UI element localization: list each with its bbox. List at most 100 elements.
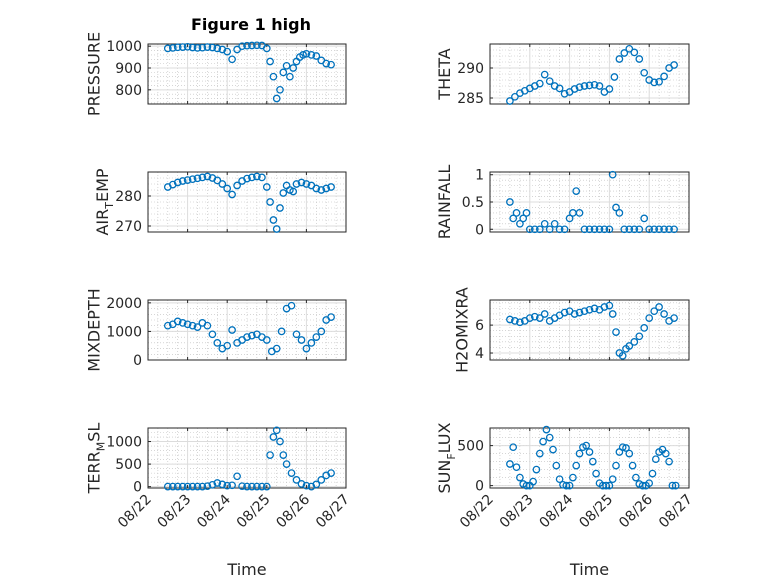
figure-title: Figure 1 high	[191, 15, 311, 34]
data-point	[555, 475, 564, 484]
data-point	[565, 214, 574, 223]
data-point	[168, 482, 177, 491]
y-tick-label: 1000	[106, 39, 142, 55]
x-tick-label: 08/26	[273, 491, 313, 531]
data-point	[218, 480, 227, 489]
y-axis-label: AIRTEMP	[93, 168, 116, 235]
data-point	[299, 51, 307, 59]
data-point	[228, 190, 236, 199]
data-point	[193, 482, 202, 491]
data-point	[580, 82, 589, 90]
data-point	[622, 444, 630, 452]
data-point	[183, 482, 192, 491]
data-point	[198, 43, 207, 52]
data-point	[279, 189, 288, 197]
data-point	[322, 59, 331, 68]
data-point	[530, 312, 539, 321]
data-point	[289, 64, 298, 72]
data-point	[233, 181, 241, 190]
data-point	[575, 209, 584, 217]
data-point	[253, 482, 261, 491]
data-point	[575, 83, 584, 92]
data-point	[648, 469, 657, 478]
data-point	[253, 172, 261, 181]
y-tick-label: 285	[457, 91, 484, 107]
data-point	[282, 460, 291, 468]
data-point	[670, 314, 678, 322]
data-point	[213, 176, 222, 185]
data-point	[269, 72, 278, 81]
data-point	[582, 441, 591, 450]
data-point	[660, 225, 668, 234]
data-point	[580, 225, 589, 234]
data-point	[670, 225, 678, 234]
data-point	[198, 482, 207, 491]
y-axis-label: PRESSURE	[85, 32, 104, 116]
data-point	[289, 187, 298, 196]
data-point	[562, 481, 571, 490]
data-point	[262, 44, 271, 53]
data-point	[632, 473, 640, 482]
data-point	[193, 44, 202, 52]
data-point	[615, 209, 624, 217]
data-point	[665, 225, 673, 234]
data-point	[661, 449, 670, 458]
y-axis-label: RAINFALL	[435, 165, 454, 240]
data-point	[560, 308, 569, 317]
data-point	[307, 51, 316, 59]
x-axis-label: Time	[226, 560, 266, 579]
data-point	[602, 481, 610, 490]
axes-box	[489, 299, 690, 361]
data-point	[279, 451, 288, 459]
data-point	[302, 481, 311, 490]
y-tick-label: 2000	[106, 296, 142, 312]
data-point	[572, 187, 581, 195]
data-point	[307, 339, 316, 347]
data-point	[590, 80, 599, 89]
data-point	[312, 52, 321, 60]
data-point	[605, 225, 614, 234]
data-point	[208, 480, 217, 489]
y-tick-label: 800	[115, 83, 142, 99]
data-point	[223, 341, 232, 350]
data-point	[302, 49, 311, 58]
data-point	[213, 479, 222, 487]
data-point	[272, 426, 281, 435]
x-tick-label: 08/24	[194, 491, 234, 531]
data-point	[511, 317, 519, 325]
data-point	[640, 324, 649, 332]
data-point	[223, 47, 232, 56]
data-point	[262, 183, 271, 191]
axes-box	[147, 43, 347, 105]
x-tick-label: 08/22	[115, 492, 155, 532]
data-point	[540, 219, 549, 228]
axes-box	[489, 427, 690, 489]
data-point	[509, 214, 518, 223]
data-point	[183, 176, 192, 184]
data-point	[248, 41, 256, 50]
data-point	[516, 219, 524, 228]
data-point	[183, 320, 192, 329]
y-tick-label: 1	[475, 168, 484, 184]
x-tick-label: 08/27	[313, 492, 353, 532]
data-point	[610, 73, 619, 81]
data-point	[585, 448, 594, 456]
data-point	[640, 68, 649, 77]
data-point	[618, 443, 627, 452]
data-point	[640, 214, 649, 223]
data-point	[590, 225, 599, 234]
data-point	[645, 314, 654, 322]
data-point	[550, 219, 559, 228]
data-point	[292, 330, 301, 339]
data-point	[279, 68, 288, 77]
data-point	[590, 304, 599, 313]
y-tick-label: 1000	[106, 324, 142, 340]
data-point	[266, 57, 274, 66]
axes-box	[489, 43, 690, 105]
data-point	[625, 44, 634, 53]
data-point	[592, 469, 600, 478]
data-point	[173, 178, 182, 187]
